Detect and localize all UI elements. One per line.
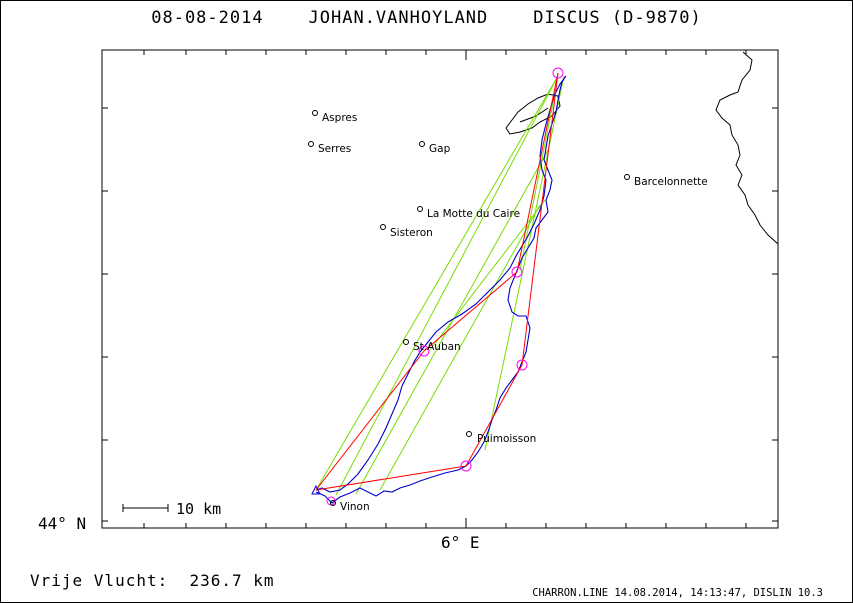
start-marker [311, 484, 321, 495]
turnpoint-circle [460, 460, 472, 472]
scale-label: 10 km [176, 500, 222, 518]
place-label-st-auban: St.Auban [413, 341, 461, 353]
triangle-route [315, 72, 559, 491]
place-dot [466, 431, 472, 437]
place-label-gap: Gap [429, 143, 451, 155]
place-dot [419, 141, 425, 147]
border-line [715, 51, 779, 245]
place-dot [417, 206, 423, 212]
place-labels: Aspres Serres Gap Barcelonnette La Motte… [318, 112, 708, 513]
place-label-sisteron: Sisteron [390, 227, 433, 239]
place-dot [380, 224, 386, 230]
turnpoint-circle [552, 67, 564, 79]
footer-info: CHARRON.LINE 14.08.2014, 14:13:47, DISLI… [532, 587, 823, 599]
leg-line [335, 75, 559, 496]
leg-line [519, 87, 557, 271]
place-dot [403, 339, 409, 345]
place-label-serres: Serres [318, 143, 351, 155]
scale-bar [122, 504, 169, 512]
place-label-vinon: Vinon [340, 501, 370, 513]
flight-track [315, 75, 567, 504]
plot-border [101, 49, 779, 529]
lake-outline [505, 93, 561, 135]
turnpoint-circle [418, 345, 430, 357]
leg-line [379, 204, 541, 491]
turnpoint-circle [516, 359, 528, 371]
leg-line [429, 199, 546, 351]
place-dot [624, 174, 630, 180]
place-label-barcelonnette: Barcelonnette [634, 176, 708, 188]
leg-line [315, 75, 559, 491]
place-label-aspres: Aspres [322, 112, 357, 124]
latitude-label: 44° N [38, 514, 87, 533]
flight-title: 08-08-2014 JOHAN.VANHOYLAND DISCUS (D-98… [151, 8, 702, 28]
leg-line [484, 75, 565, 451]
longitude-label: 6° E [441, 533, 480, 552]
place-label-puimoisson: Puimoisson [477, 433, 536, 445]
place-dot [312, 110, 318, 116]
place-markers [308, 110, 630, 506]
axis-ticks [101, 50, 779, 528]
distance-label: Vrije Vlucht: 236.7 km [30, 571, 275, 590]
place-label-la-motte-du-caire: La Motte du Caire [427, 208, 520, 220]
place-dot [308, 141, 314, 147]
place-dot [330, 500, 336, 506]
turnpoint-circle [511, 266, 523, 278]
